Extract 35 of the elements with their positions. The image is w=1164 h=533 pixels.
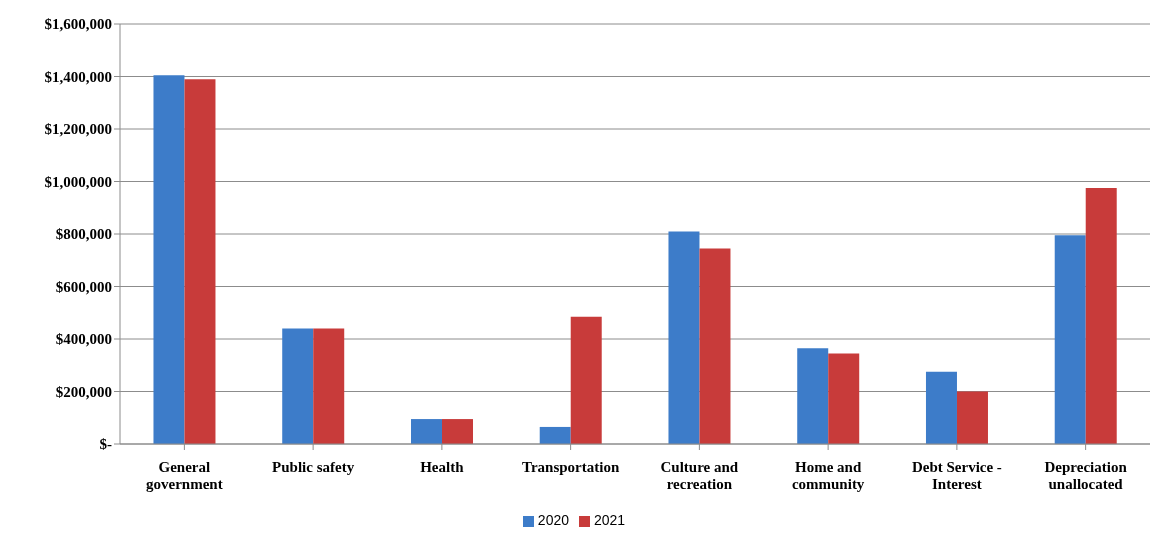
bar xyxy=(313,328,345,444)
x-tick-label: Health xyxy=(420,459,465,475)
x-tick-label: General government xyxy=(146,459,223,492)
bar xyxy=(828,353,860,444)
y-tick-label: $1,200,000 xyxy=(44,121,112,138)
bar xyxy=(539,426,571,444)
x-tick-label: Home and community xyxy=(791,459,865,492)
bar xyxy=(925,371,957,444)
bar xyxy=(1054,235,1086,444)
bar xyxy=(153,75,185,444)
y-tick-label: $800,000 xyxy=(55,226,112,243)
bar xyxy=(184,79,216,444)
bar xyxy=(441,419,473,444)
y-tick-label: $200,000 xyxy=(55,383,112,400)
bar xyxy=(699,248,731,444)
legend-label: 2021 xyxy=(594,512,626,528)
y-tick-label: $600,000 xyxy=(55,278,112,295)
y-tick-label: $1,600,000 xyxy=(44,16,112,33)
y-tick-label: $1,400,000 xyxy=(44,68,112,85)
bar xyxy=(570,316,602,444)
bar xyxy=(956,391,988,444)
bar xyxy=(282,328,314,444)
bar xyxy=(1085,188,1117,444)
x-tick-label: Debt Service - Interest xyxy=(911,459,1002,492)
x-tick-label: Culture and recreation xyxy=(660,459,739,492)
bar xyxy=(797,348,829,444)
bar xyxy=(410,419,442,444)
x-tick-label: Public safety xyxy=(272,459,355,475)
legend-label: 2020 xyxy=(537,512,569,528)
bar xyxy=(668,231,700,444)
x-tick-label: Depreciation unallocated xyxy=(1044,459,1128,492)
y-tick-label: $- xyxy=(99,436,112,453)
y-tick-label: $1,000,000 xyxy=(44,173,112,190)
y-tick-label: $400,000 xyxy=(55,331,112,348)
x-tick-label: Transportation xyxy=(522,459,620,475)
